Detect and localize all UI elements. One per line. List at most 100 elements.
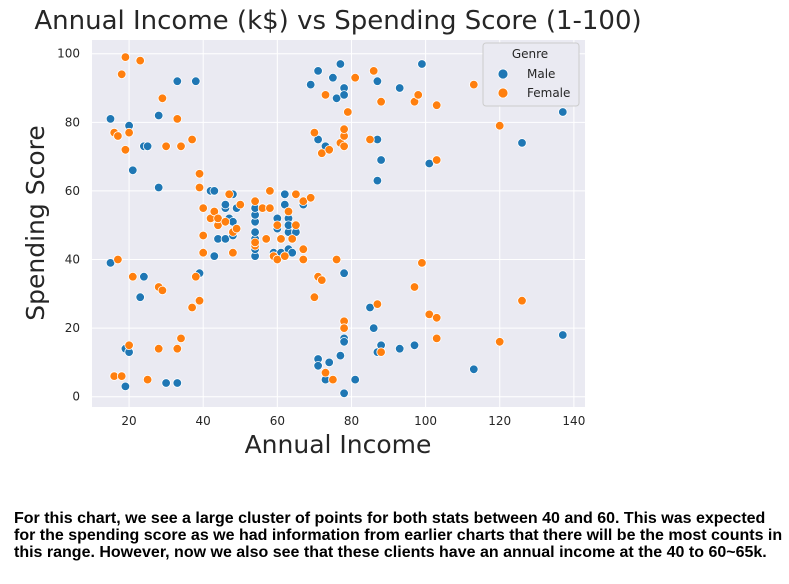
legend-marker-female [497, 87, 509, 99]
data-point-female [124, 127, 134, 138]
legend-label-female: Female [527, 86, 570, 100]
data-point-female [343, 107, 353, 117]
data-point-male [139, 272, 149, 282]
data-point-female [298, 254, 309, 265]
x-tick-label: 140 [562, 414, 585, 428]
data-point-female [194, 182, 205, 193]
data-point-female [376, 96, 386, 107]
data-point-male [469, 364, 479, 375]
data-point-female [495, 120, 505, 131]
data-point-male [306, 79, 316, 90]
data-point-female [291, 220, 301, 230]
data-point-female [157, 285, 168, 296]
x-tick-labels: 20 40 60 80 100 120 140 [121, 414, 585, 428]
data-point-female [309, 127, 320, 138]
data-point-female [272, 220, 283, 230]
data-point-male [209, 186, 220, 196]
data-point-female [176, 333, 186, 344]
data-point-male [339, 337, 349, 347]
data-point-male [324, 357, 334, 368]
data-point-female [250, 196, 260, 206]
data-point-female [198, 230, 208, 241]
data-point-male [335, 59, 346, 69]
data-point-female [142, 374, 153, 385]
data-point-male [135, 292, 145, 302]
data-point-female [331, 254, 342, 265]
legend: Genre Male Female [482, 42, 580, 107]
data-point-male [376, 155, 386, 165]
data-point-female [320, 368, 331, 378]
data-point-female [280, 251, 290, 261]
data-point-male [313, 66, 323, 76]
data-point-female [224, 189, 234, 200]
data-point-female [291, 189, 301, 200]
data-point-male [372, 175, 383, 186]
data-point-female [372, 299, 383, 309]
data-point-female [517, 296, 527, 306]
data-point-female [324, 145, 334, 155]
data-point-female [120, 52, 131, 62]
data-point-female [276, 234, 286, 244]
x-tick-label: 40 [196, 414, 211, 428]
data-point-male [558, 330, 568, 340]
y-tick-label: 20 [65, 321, 80, 335]
y-tick-label: 0 [72, 390, 80, 404]
data-point-female [432, 313, 442, 323]
data-point-male [105, 114, 116, 124]
data-point-male [350, 374, 360, 385]
data-point-female [265, 203, 275, 213]
data-point-male [328, 72, 338, 83]
x-tick-label: 100 [414, 414, 437, 428]
data-point-female [306, 193, 316, 203]
data-point-female [116, 69, 127, 80]
data-point-male [339, 90, 349, 100]
data-point-male [161, 378, 171, 388]
data-point-female [339, 124, 349, 134]
data-point-male [250, 227, 260, 237]
data-point-female [194, 169, 205, 179]
y-tick-label: 100 [57, 47, 80, 61]
data-point-male [369, 323, 379, 333]
data-point-male [128, 165, 138, 176]
y-tick-label: 40 [65, 253, 80, 267]
data-point-male [417, 59, 427, 69]
data-point-female [198, 247, 208, 258]
data-point-female [231, 223, 242, 234]
data-points [105, 52, 568, 399]
data-point-female [220, 217, 231, 227]
data-point-female [261, 234, 271, 244]
data-point-female [113, 131, 123, 141]
data-point-female [320, 90, 331, 100]
data-point-female [317, 275, 327, 285]
data-point-female [187, 302, 197, 313]
data-point-female [309, 292, 320, 302]
data-point-female [432, 155, 442, 165]
data-point-female [409, 282, 420, 292]
chart-title: Annual Income (k$) vs Spending Score (1-… [34, 6, 641, 36]
data-point-male [153, 110, 164, 121]
data-point-male [335, 350, 346, 361]
data-point-female [172, 114, 183, 124]
data-point-male [120, 381, 131, 392]
data-point-female [128, 272, 138, 282]
y-tick-label: 60 [65, 184, 80, 198]
data-point-female [365, 134, 375, 145]
legend-marker-male [497, 68, 509, 80]
data-point-female [432, 100, 442, 110]
data-point-female [432, 333, 442, 344]
data-point-male [339, 268, 349, 278]
data-point-female [228, 247, 238, 258]
data-point-male [395, 344, 405, 354]
data-point-male [142, 141, 153, 152]
data-point-male [395, 83, 405, 93]
data-point-female [194, 296, 205, 306]
data-point-female [413, 90, 423, 100]
data-point-female [417, 258, 427, 268]
data-point-male [339, 388, 349, 399]
data-point-female [116, 371, 127, 381]
data-point-male [153, 182, 164, 193]
data-point-female [176, 141, 186, 152]
data-point-female [339, 323, 349, 333]
data-point-female [376, 347, 386, 357]
data-point-female [161, 141, 171, 152]
